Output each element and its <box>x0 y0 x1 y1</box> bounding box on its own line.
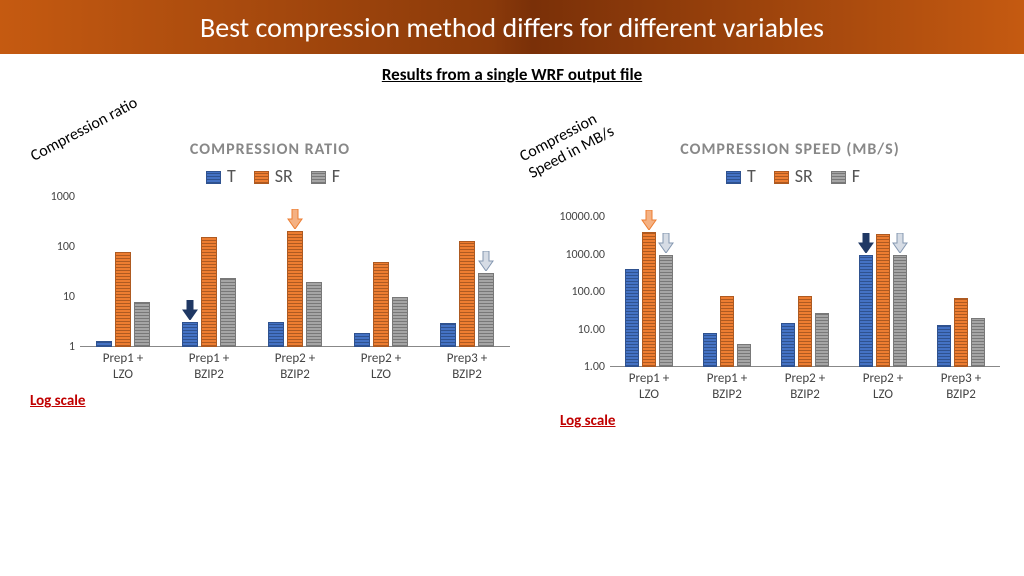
bar-F <box>392 297 408 347</box>
highlight-arrow <box>858 233 874 253</box>
bar-T <box>859 255 873 368</box>
xlabels-speed: Prep1 +LZO Prep1 +BZIP2 Prep2 +BZIP2 Prep2 … <box>610 371 1000 402</box>
bar-SR <box>798 296 812 367</box>
xlabels-ratio: Prep1 +LZO Prep1 +BZIP2 Prep2 +BZIP2 Prep2 … <box>80 351 510 382</box>
bar-F <box>815 313 829 367</box>
y-tick: 100 <box>57 240 75 254</box>
bar-T <box>268 322 284 347</box>
bar-T <box>781 323 795 367</box>
bar-SR <box>201 237 217 347</box>
bar-F <box>478 273 494 347</box>
x-label: Prep1 +LZO <box>88 351 158 382</box>
y-tick: 10000.00 <box>559 210 605 224</box>
x-label: Prep3 +BZIP2 <box>432 351 502 382</box>
charts-row: Compression ratio COMPRESSION RATIO TSRF… <box>0 110 1024 430</box>
x-label: Prep1 +BZIP2 <box>174 351 244 382</box>
title-banner: Best compression method differs for diff… <box>0 0 1024 54</box>
chart-compression-speed: Compression Speed in MB/s COMPRESSION SP… <box>520 110 1000 430</box>
bar-T <box>182 322 198 347</box>
bar-F <box>220 278 236 347</box>
bar-SR <box>642 232 656 367</box>
x-label: Prep1 +BZIP2 <box>692 371 762 402</box>
y-tick: 10.00 <box>578 323 605 337</box>
legend-swatch <box>831 171 846 184</box>
chart-title-speed: COMPRESSION SPEED (MB/S) <box>580 140 1000 159</box>
bar-F <box>659 255 673 368</box>
title-text: Best compression method differs for diff… <box>200 10 824 45</box>
legend-swatch <box>311 171 326 184</box>
subtitle: Results from a single WRF output file <box>0 64 1024 85</box>
bar-F <box>971 318 985 367</box>
log-scale-ratio: Log scale <box>30 392 510 410</box>
bar-SR <box>287 231 303 347</box>
legend-swatch <box>254 171 269 184</box>
bar-T <box>440 323 456 347</box>
highlight-arrow <box>892 233 908 253</box>
chart-title-ratio: COMPRESSION RATIO <box>30 140 510 159</box>
y-tick: 1.00 <box>584 360 605 374</box>
x-label: Prep2 +LZO <box>346 351 416 382</box>
x-label: Prep2 +BZIP2 <box>770 371 840 402</box>
legend-item: T <box>720 165 756 187</box>
bar-SR <box>459 241 475 347</box>
y-tick: 1 <box>69 340 75 354</box>
bar-F <box>134 302 150 347</box>
legend-ratio: T SR F <box>30 165 510 187</box>
legend-item: F <box>825 165 860 187</box>
bar-T <box>625 269 639 367</box>
bar-SR <box>954 298 968 367</box>
y-tick: 1000.00 <box>565 248 605 262</box>
bar-SR <box>720 296 734 367</box>
y-tick: 1000 <box>51 190 75 204</box>
x-label: Prep2 +LZO <box>848 371 918 402</box>
highlight-arrow <box>641 210 657 230</box>
bar-group <box>781 217 829 367</box>
bar-SR <box>115 252 131 347</box>
chart-compression-ratio: Compression ratio COMPRESSION RATIO TSRF… <box>30 110 510 430</box>
highlight-arrow <box>658 233 674 253</box>
legend-item: T <box>200 165 236 187</box>
legend-swatch <box>206 171 221 184</box>
x-label: Prep1 +LZO <box>614 371 684 402</box>
bar-T <box>354 333 370 347</box>
legend-item: SR <box>768 165 813 187</box>
bar-group <box>182 197 236 347</box>
legend-swatch <box>726 171 741 184</box>
highlight-arrow <box>287 209 303 229</box>
plot-ratio: 1101001000 <box>80 197 510 347</box>
bar-group <box>354 197 408 347</box>
x-label: Prep3 +BZIP2 <box>926 371 996 402</box>
bar-F <box>737 344 751 367</box>
x-label: Prep2 +BZIP2 <box>260 351 330 382</box>
bar-group <box>96 197 150 347</box>
bar-T <box>703 333 717 367</box>
bar-SR <box>373 262 389 347</box>
highlight-arrow <box>182 300 198 320</box>
bar-group <box>440 197 494 347</box>
y-tick: 10 <box>63 290 75 304</box>
legend-swatch <box>774 171 789 184</box>
bar-group <box>937 217 985 367</box>
bar-SR <box>876 234 890 367</box>
y-tick: 100.00 <box>572 285 605 299</box>
bar-F <box>893 255 907 368</box>
log-scale-speed: Log scale <box>560 412 1000 430</box>
bar-group <box>703 217 751 367</box>
highlight-arrow <box>478 251 494 271</box>
legend-item: SR <box>248 165 293 187</box>
legend-speed: T SR F <box>580 165 1000 187</box>
bar-T <box>937 325 951 367</box>
bar-F <box>306 282 322 347</box>
legend-item: F <box>305 165 340 187</box>
plot-speed: 1.0010.00100.001000.0010000.00 <box>610 217 1000 367</box>
bar-T <box>96 341 112 347</box>
